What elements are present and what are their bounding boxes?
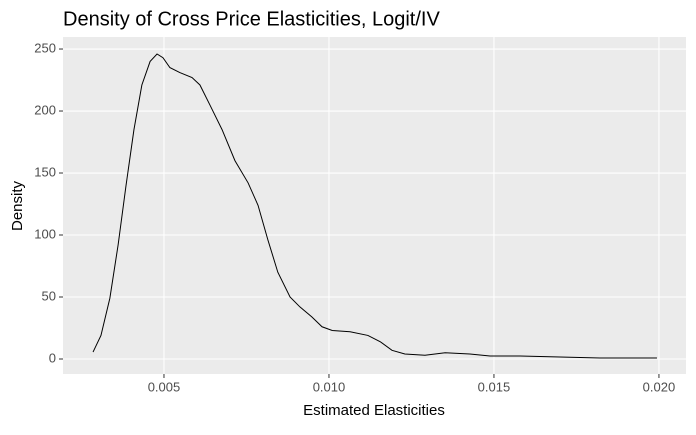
y-tick-label: 200	[34, 102, 56, 117]
y-tick-label: 50	[42, 288, 56, 303]
y-tick-label: 0	[49, 350, 56, 365]
y-tick-label: 100	[34, 226, 56, 241]
x-axis-label: Estimated Elasticities	[303, 402, 445, 419]
y-axis-label: Density	[9, 180, 26, 231]
x-tick-label: 0.015	[478, 379, 511, 394]
density-line	[92, 53, 657, 359]
y-tick-label: 150	[34, 164, 56, 179]
x-tick-label: 0.020	[643, 379, 676, 394]
chart-title: Density of Cross Price Elasticities, Log…	[63, 8, 440, 30]
x-tick-label: 0.005	[148, 379, 181, 394]
y-tick-label: 250	[34, 40, 56, 55]
x-tick-label: 0.010	[313, 379, 346, 394]
plot-panel	[63, 37, 686, 374]
